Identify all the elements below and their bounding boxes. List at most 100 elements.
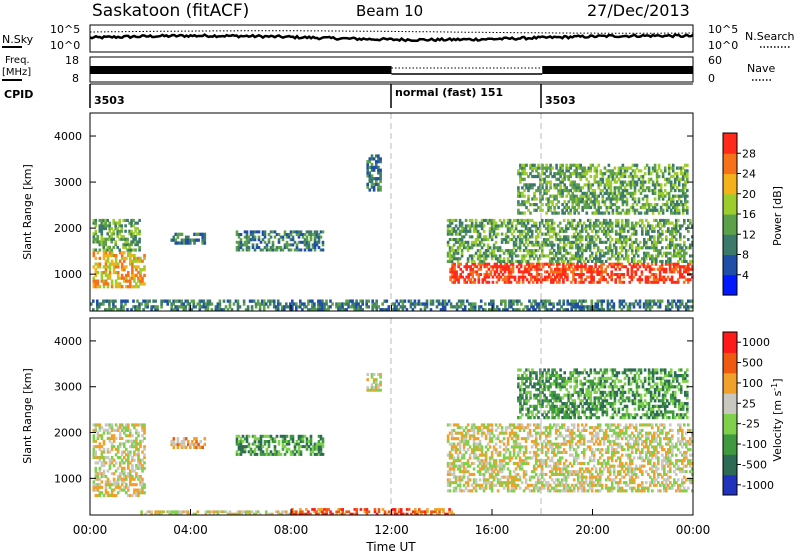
heatmap-cell bbox=[110, 456, 114, 460]
heatmap-cell bbox=[497, 275, 501, 279]
heatmap-cell bbox=[683, 305, 686, 309]
heatmap-cell bbox=[552, 305, 555, 309]
heatmap-cell bbox=[671, 200, 675, 204]
heatmap-cell bbox=[237, 442, 241, 446]
heatmap-cell bbox=[519, 180, 522, 184]
heatmap-cell bbox=[460, 453, 464, 457]
heatmap-cell bbox=[452, 470, 456, 474]
heatmap-cell bbox=[555, 197, 558, 201]
heatmap-cell bbox=[116, 265, 120, 269]
heatmap-cell bbox=[549, 169, 552, 173]
heatmap-cell bbox=[669, 180, 673, 184]
heatmap-cell bbox=[137, 488, 140, 492]
heatmap-cell bbox=[528, 229, 532, 233]
heatmap-cell bbox=[678, 299, 682, 303]
heatmap-cell bbox=[548, 275, 551, 279]
heatmap-cell bbox=[504, 431, 508, 435]
heatmap-cell bbox=[265, 447, 269, 451]
heatmap-cell bbox=[674, 280, 678, 284]
heatmap-cell bbox=[626, 224, 630, 228]
heatmap-cell bbox=[614, 221, 618, 225]
heatmap-cell bbox=[672, 299, 676, 303]
heatmap-cell bbox=[618, 229, 622, 233]
heatmap-cell bbox=[586, 218, 590, 222]
heatmap-cell bbox=[632, 229, 636, 233]
heatmap-cell bbox=[579, 163, 582, 167]
heatmap-cell bbox=[120, 488, 124, 492]
heatmap-cell bbox=[295, 450, 299, 454]
heatmap-cell bbox=[184, 305, 188, 309]
heatmap-cell bbox=[458, 426, 462, 430]
heatmap-cell bbox=[669, 238, 672, 242]
heatmap-cell bbox=[383, 299, 387, 303]
heatmap-cell bbox=[287, 442, 291, 446]
heatmap-cell bbox=[458, 445, 462, 449]
heatmap-cell bbox=[468, 437, 472, 441]
heatmap-cell bbox=[676, 305, 680, 309]
heatmap-cell bbox=[506, 439, 510, 443]
heatmap-cell bbox=[659, 227, 662, 231]
heatmap-cell bbox=[685, 308, 688, 312]
heatmap-cell bbox=[393, 302, 397, 306]
cpid-segment-2: normal (fast) 151 bbox=[395, 86, 503, 99]
heatmap-cell bbox=[628, 308, 632, 312]
heatmap-cell bbox=[498, 478, 502, 482]
heatmap-cell bbox=[104, 248, 107, 252]
heatmap-cell bbox=[460, 475, 464, 479]
heatmap-cell bbox=[578, 259, 582, 263]
heatmap-cell bbox=[484, 481, 488, 485]
heatmap-cell bbox=[684, 203, 687, 207]
velocity-heatmap bbox=[92, 368, 694, 516]
heatmap-cell bbox=[537, 174, 540, 179]
heatmap-cell bbox=[131, 254, 134, 258]
heatmap-cell bbox=[568, 259, 572, 263]
heatmap-cell bbox=[172, 442, 176, 447]
heatmap-cell bbox=[595, 180, 599, 184]
heatmap-cell bbox=[114, 254, 118, 258]
heatmap-cell bbox=[529, 172, 532, 176]
heatmap-cell bbox=[480, 218, 484, 222]
heatmap-cell bbox=[494, 428, 498, 432]
heatmap-cell bbox=[684, 197, 687, 201]
heatmap-cell bbox=[112, 434, 116, 438]
heatmap-cell bbox=[375, 179, 378, 184]
heatmap-cell bbox=[303, 248, 307, 252]
heatmap-cell bbox=[687, 308, 690, 312]
heatmap-cell bbox=[133, 483, 136, 487]
heatmap-cell bbox=[600, 229, 604, 233]
heatmap-cell bbox=[546, 224, 550, 228]
heatmap-cell bbox=[349, 305, 352, 309]
heatmap-cell bbox=[194, 305, 198, 309]
heatmap-cell bbox=[578, 254, 582, 258]
heatmap-cell bbox=[628, 238, 632, 242]
heatmap-cell bbox=[576, 305, 579, 309]
heatmap-cell bbox=[553, 186, 556, 190]
heatmap-cell bbox=[102, 251, 106, 255]
heatmap-cell bbox=[492, 459, 496, 463]
heatmap-cell bbox=[512, 442, 516, 446]
heatmap-cell bbox=[135, 423, 138, 427]
heatmap-cell bbox=[570, 270, 573, 274]
heatmap-cell bbox=[403, 299, 407, 303]
heatmap-cell bbox=[92, 428, 96, 432]
heatmap-cell bbox=[297, 442, 301, 446]
heatmap-cell bbox=[583, 200, 587, 204]
heatmap-cell bbox=[659, 205, 663, 210]
heatmap-cell bbox=[677, 177, 681, 181]
heatmap-cell bbox=[571, 163, 574, 167]
heatmap-cell bbox=[127, 428, 130, 432]
heatmap-cell bbox=[446, 453, 450, 457]
heatmap-cell bbox=[663, 189, 667, 193]
heatmap-cell bbox=[589, 205, 593, 210]
heatmap-cell bbox=[586, 235, 590, 239]
heatmap-cell bbox=[458, 229, 462, 233]
heatmap-cell bbox=[471, 270, 474, 274]
heatmap-cell bbox=[566, 251, 570, 255]
heatmap-cell bbox=[559, 166, 562, 170]
heatmap-cell bbox=[458, 232, 462, 236]
heatmap-cell bbox=[560, 270, 563, 274]
heatmap-cell bbox=[555, 183, 558, 187]
heatmap-cell bbox=[186, 302, 190, 306]
heatmap-cell bbox=[655, 203, 659, 207]
heatmap-cell bbox=[616, 259, 620, 263]
